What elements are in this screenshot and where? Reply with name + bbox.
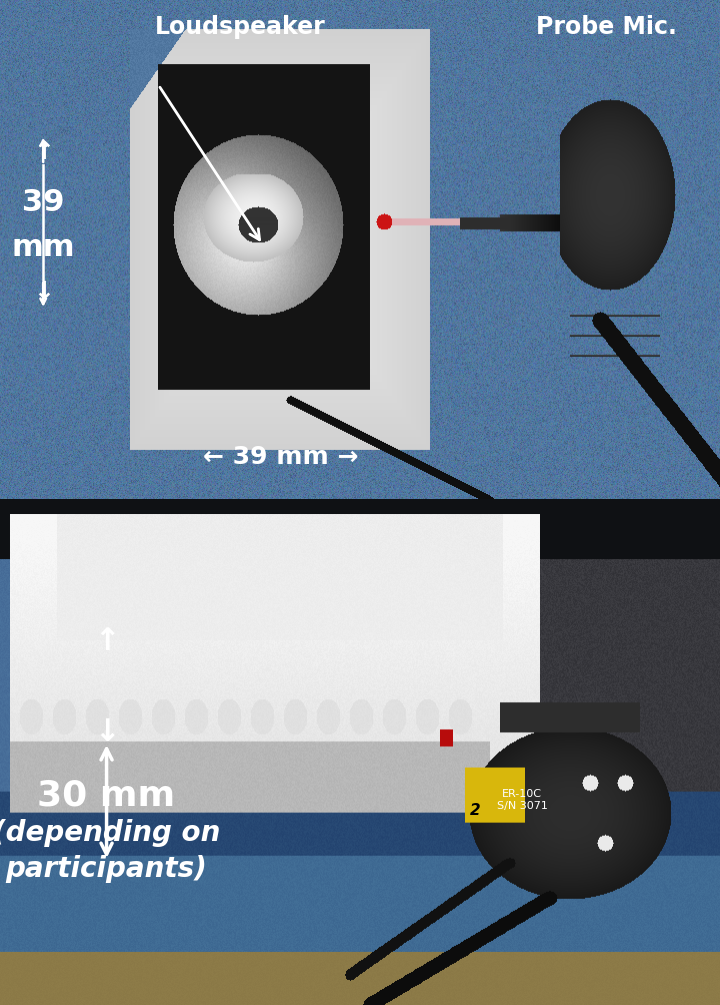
Text: 39: 39 bbox=[22, 188, 65, 217]
Text: mm: mm bbox=[12, 233, 75, 261]
Text: ER-10C
S/N 3071: ER-10C S/N 3071 bbox=[497, 790, 547, 811]
Text: ↓: ↓ bbox=[32, 280, 54, 305]
Text: Loudspeaker: Loudspeaker bbox=[155, 15, 325, 39]
Text: ↑: ↑ bbox=[32, 141, 54, 165]
Text: ← 39 mm →: ← 39 mm → bbox=[203, 445, 359, 469]
Text: ↑: ↑ bbox=[94, 626, 120, 655]
Text: ↓: ↓ bbox=[94, 718, 120, 747]
Text: Probe Mic.: Probe Mic. bbox=[536, 15, 678, 39]
Text: 30 mm: 30 mm bbox=[37, 778, 176, 812]
Text: 2: 2 bbox=[470, 803, 480, 818]
Text: participants): participants) bbox=[6, 854, 207, 882]
Text: (depending on: (depending on bbox=[0, 819, 220, 847]
